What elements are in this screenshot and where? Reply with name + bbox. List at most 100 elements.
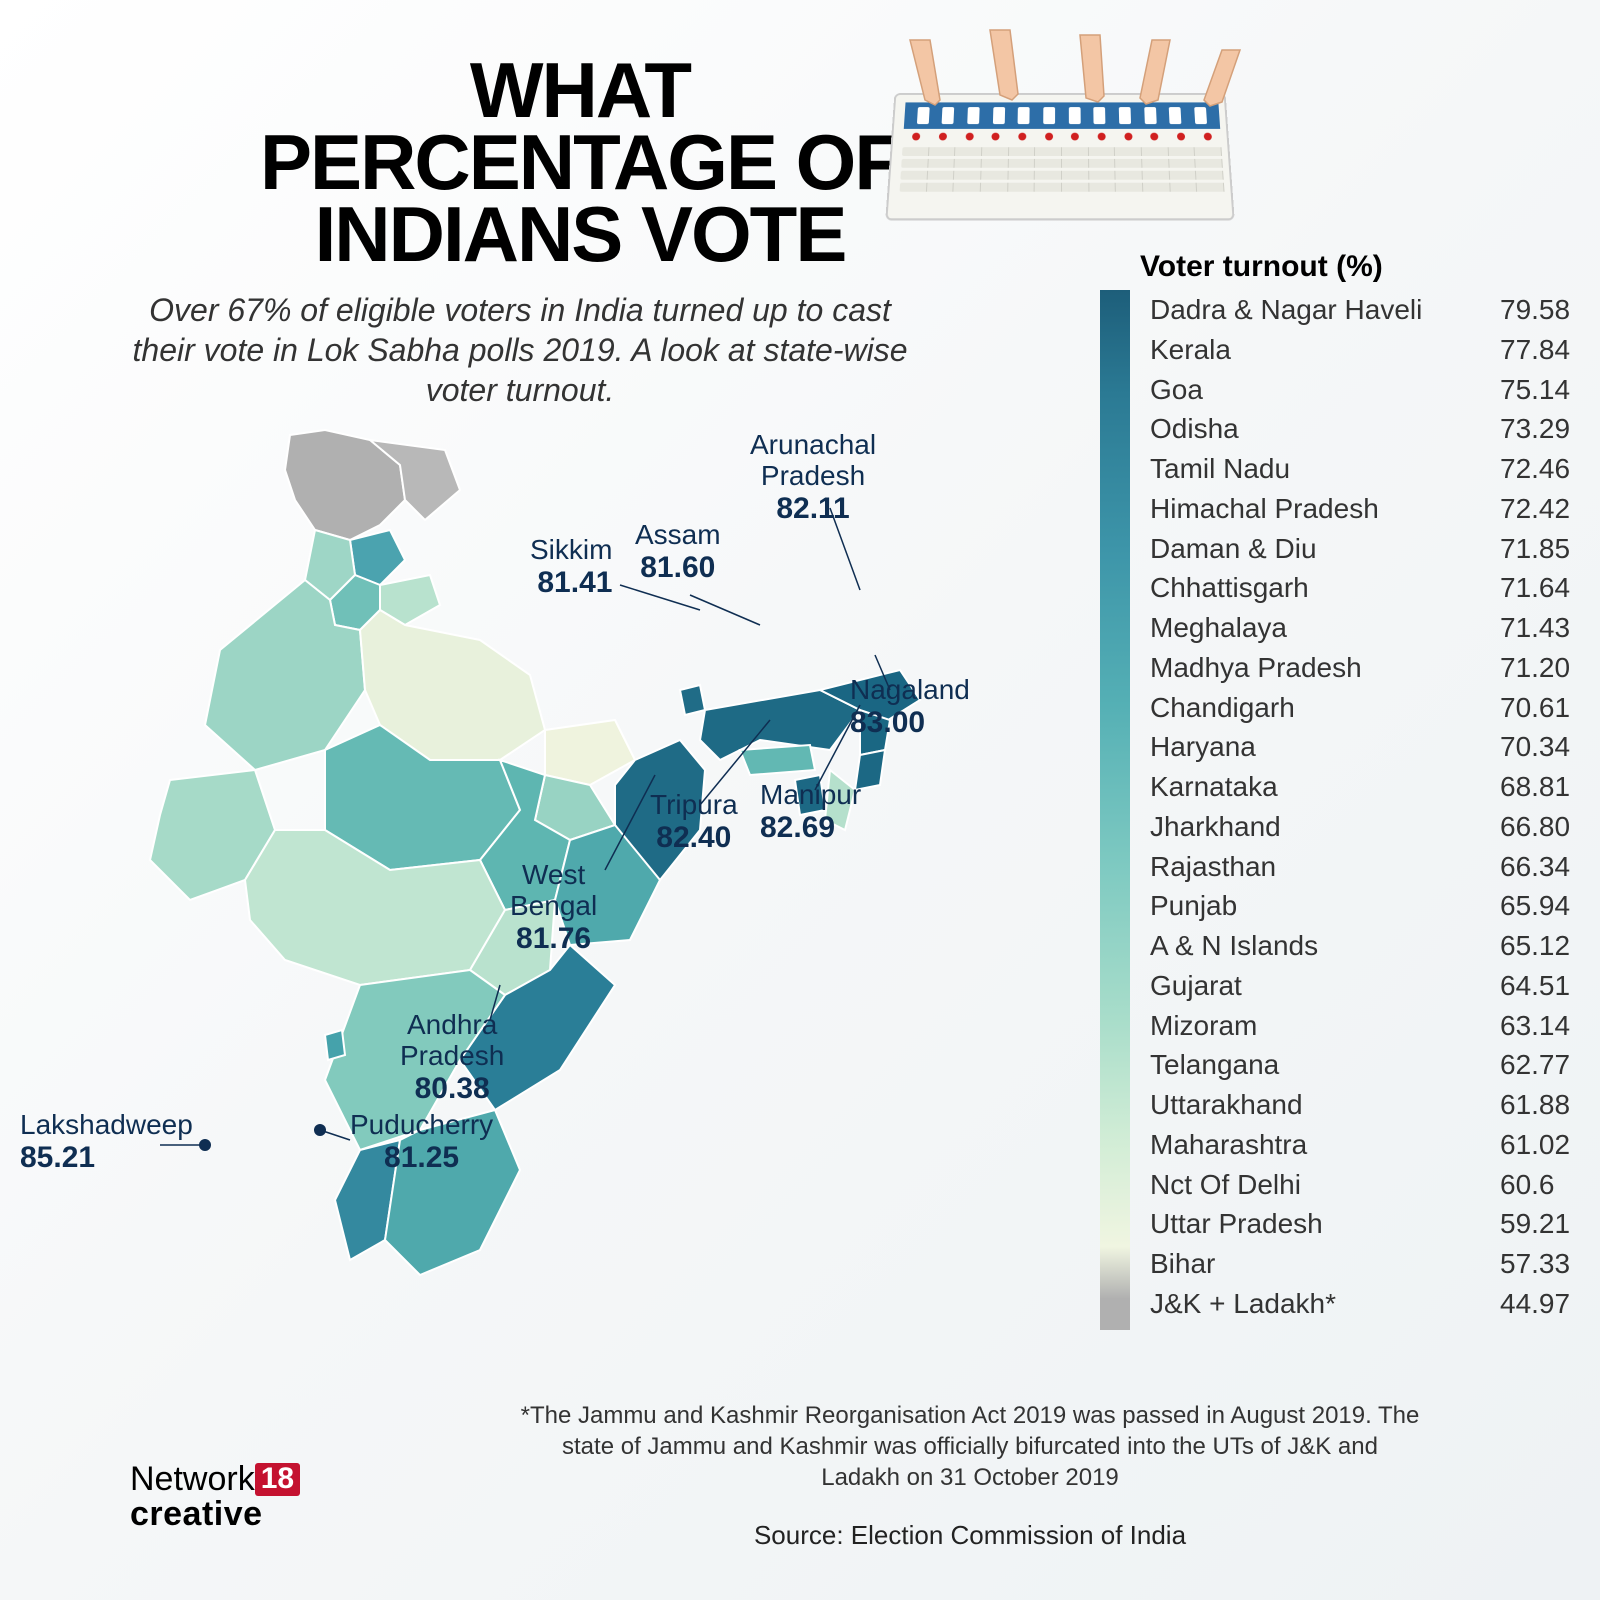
map-callout: Assam81.60: [635, 520, 721, 584]
infographic-title: WHAT PERCENTAGE OF INDIANS VOTE: [230, 55, 930, 270]
state-row: Punjab65.94: [1150, 886, 1570, 926]
state-name: Madhya Pradesh: [1150, 648, 1480, 688]
logo-sub: creative: [130, 1495, 263, 1533]
callout-value: 81.76: [510, 922, 597, 955]
state-name: Punjab: [1150, 886, 1480, 926]
state-value: 61.02: [1480, 1125, 1570, 1165]
map-callout: ArunachalPradesh82.11: [750, 430, 876, 525]
state-value: 66.34: [1480, 847, 1570, 887]
state-row: Uttarakhand61.88: [1150, 1085, 1570, 1125]
voting-machine-illustration: [850, 50, 1270, 250]
callout-state: Puducherry: [350, 1110, 493, 1141]
network18-logo: Network18 creative: [130, 1463, 300, 1530]
state-row: Maharashtra61.02: [1150, 1125, 1570, 1165]
map-callout: Sikkim81.41: [530, 535, 612, 599]
state-name: Gujarat: [1150, 966, 1480, 1006]
state-value: 77.84: [1480, 330, 1570, 370]
state-value: 65.94: [1480, 886, 1570, 926]
state-row: Jharkhand66.80: [1150, 807, 1570, 847]
state-value: 71.85: [1480, 529, 1570, 569]
callout-state: ArunachalPradesh: [750, 430, 876, 492]
state-value: 72.46: [1480, 449, 1570, 489]
map-region-bihar: [545, 720, 635, 785]
state-name: Daman & Diu: [1150, 529, 1480, 569]
state-row: Gujarat64.51: [1150, 966, 1570, 1006]
state-name: Haryana: [1150, 727, 1480, 767]
state-value: 61.88: [1480, 1085, 1570, 1125]
state-name: Chandigarh: [1150, 688, 1480, 728]
state-value: 44.97: [1480, 1284, 1570, 1324]
state-name: Karnataka: [1150, 767, 1480, 807]
callout-state: Lakshadweep: [20, 1110, 193, 1141]
state-value: 71.64: [1480, 568, 1570, 608]
state-name: Bihar: [1150, 1244, 1480, 1284]
state-name: A & N Islands: [1150, 926, 1480, 966]
map-callout: AndhraPradesh80.38: [400, 1010, 504, 1105]
callout-value: 83.00: [850, 706, 970, 739]
callout-state: Tripura: [650, 790, 738, 821]
state-row: Meghalaya71.43: [1150, 608, 1570, 648]
state-row: Karnataka68.81: [1150, 767, 1570, 807]
state-value: 66.80: [1480, 807, 1570, 847]
callout-state: Manipur: [760, 780, 861, 811]
state-name: Uttarakhand: [1150, 1085, 1480, 1125]
state-row: Uttar Pradesh59.21: [1150, 1204, 1570, 1244]
state-row: Dadra & Nagar Haveli79.58: [1150, 290, 1570, 330]
state-name: Chhattisgarh: [1150, 568, 1480, 608]
state-value: 59.21: [1480, 1204, 1570, 1244]
callout-value: 82.69: [760, 811, 861, 844]
state-row: Goa75.14: [1150, 370, 1570, 410]
state-name: Jharkhand: [1150, 807, 1480, 847]
callout-value: 81.25: [350, 1141, 493, 1174]
map-callout: Lakshadweep85.21: [20, 1110, 193, 1174]
state-value: 71.43: [1480, 608, 1570, 648]
state-name: Nct Of Delhi: [1150, 1165, 1480, 1205]
map-callout: WestBengal81.76: [510, 860, 597, 955]
state-name: Rajasthan: [1150, 847, 1480, 887]
callout-state: AndhraPradesh: [400, 1010, 504, 1072]
state-value: 79.58: [1480, 290, 1570, 330]
footnote-text: *The Jammu and Kashmir Reorganisation Ac…: [520, 1400, 1420, 1494]
state-name: Dadra & Nagar Haveli: [1150, 290, 1480, 330]
callout-state: Sikkim: [530, 535, 612, 566]
color-scale-bar: [1100, 290, 1130, 1330]
state-value: 70.34: [1480, 727, 1570, 767]
india-choropleth-map: ArunachalPradesh82.11Sikkim81.41Assam81.…: [60, 420, 960, 1340]
state-value: 63.14: [1480, 1006, 1570, 1046]
state-value: 65.12: [1480, 926, 1570, 966]
state-turnout-list: Dadra & Nagar Haveli79.58Kerala77.84Goa7…: [1150, 290, 1570, 1324]
map-region-goa: [325, 1030, 345, 1060]
state-name: J&K + Ladakh*: [1150, 1284, 1480, 1324]
map-callout: Tripura82.40: [650, 790, 738, 854]
state-row: Rajasthan66.34: [1150, 847, 1570, 887]
state-name: Kerala: [1150, 330, 1480, 370]
state-row: Daman & Diu71.85: [1150, 529, 1570, 569]
state-value: 70.61: [1480, 688, 1570, 728]
logo-brand: Network: [130, 1460, 255, 1498]
state-name: Mizoram: [1150, 1006, 1480, 1046]
state-value: 68.81: [1480, 767, 1570, 807]
state-row: Tamil Nadu72.46: [1150, 449, 1570, 489]
state-name: Tamil Nadu: [1150, 449, 1480, 489]
state-row: Chhattisgarh71.64: [1150, 568, 1570, 608]
callout-state: Assam: [635, 520, 721, 551]
state-value: 75.14: [1480, 370, 1570, 410]
state-value: 71.20: [1480, 648, 1570, 688]
callout-state: WestBengal: [510, 860, 597, 922]
map-region-sikkim: [680, 685, 705, 715]
logo-eighteen: 18: [255, 1463, 300, 1496]
state-name: Goa: [1150, 370, 1480, 410]
state-row: Bihar57.33: [1150, 1244, 1570, 1284]
state-name: Odisha: [1150, 409, 1480, 449]
state-name: Maharashtra: [1150, 1125, 1480, 1165]
callout-value: 82.11: [750, 492, 876, 525]
callout-state: Nagaland: [850, 675, 970, 706]
state-row: Nct Of Delhi60.6: [1150, 1165, 1570, 1205]
state-row: Telangana62.77: [1150, 1045, 1570, 1085]
state-value: 64.51: [1480, 966, 1570, 1006]
hands-icon: [850, 50, 1270, 250]
state-value: 62.77: [1480, 1045, 1570, 1085]
map-callout: Nagaland83.00: [850, 675, 970, 739]
state-row: Mizoram63.14: [1150, 1006, 1570, 1046]
state-value: 57.33: [1480, 1244, 1570, 1284]
